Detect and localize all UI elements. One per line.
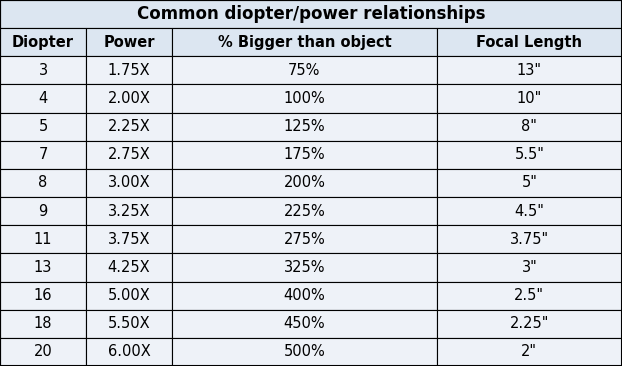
Bar xyxy=(0,197,86,225)
Bar xyxy=(0,169,86,197)
Text: 3.00X: 3.00X xyxy=(108,176,151,190)
Text: 400%: 400% xyxy=(284,288,325,303)
Text: Power: Power xyxy=(103,35,155,50)
Bar xyxy=(437,141,622,169)
Text: % Bigger than object: % Bigger than object xyxy=(218,35,391,50)
Text: 3.75": 3.75" xyxy=(510,232,549,247)
Text: 500%: 500% xyxy=(284,344,325,359)
Bar xyxy=(0,28,86,56)
Text: 3.75X: 3.75X xyxy=(108,232,151,247)
Bar xyxy=(86,85,172,113)
Bar xyxy=(0,141,86,169)
Text: 275%: 275% xyxy=(284,232,325,247)
Bar xyxy=(437,225,622,253)
Text: 11: 11 xyxy=(34,232,52,247)
Text: 10": 10" xyxy=(517,91,542,106)
Bar xyxy=(437,113,622,141)
Text: Diopter: Diopter xyxy=(12,35,74,50)
Text: 2.5": 2.5" xyxy=(514,288,544,303)
Text: 125%: 125% xyxy=(284,119,325,134)
Text: 5.00X: 5.00X xyxy=(108,288,151,303)
Bar xyxy=(0,113,86,141)
Text: 7: 7 xyxy=(39,147,48,163)
Bar xyxy=(172,85,437,113)
Text: 3: 3 xyxy=(39,63,47,78)
Text: 100%: 100% xyxy=(284,91,325,106)
Bar xyxy=(0,0,622,28)
Text: Focal Length: Focal Length xyxy=(476,35,582,50)
Bar xyxy=(86,141,172,169)
Bar xyxy=(172,141,437,169)
Bar xyxy=(172,225,437,253)
Bar xyxy=(437,56,622,85)
Bar xyxy=(0,56,86,85)
Text: 9: 9 xyxy=(39,203,48,219)
Text: 2.25": 2.25" xyxy=(509,316,549,331)
Bar xyxy=(86,56,172,85)
Bar xyxy=(86,28,172,56)
Text: 3": 3" xyxy=(521,260,537,275)
Text: 225%: 225% xyxy=(284,203,325,219)
Bar xyxy=(0,85,86,113)
Text: 2.75X: 2.75X xyxy=(108,147,151,163)
Text: 325%: 325% xyxy=(284,260,325,275)
Bar xyxy=(86,169,172,197)
Text: 200%: 200% xyxy=(284,176,325,190)
Text: 1.75X: 1.75X xyxy=(108,63,151,78)
Bar xyxy=(437,85,622,113)
Text: Common diopter/power relationships: Common diopter/power relationships xyxy=(137,5,485,23)
Bar xyxy=(172,28,437,56)
Bar xyxy=(172,253,437,281)
Bar xyxy=(86,310,172,338)
Bar xyxy=(86,197,172,225)
Bar xyxy=(0,225,86,253)
Bar xyxy=(0,310,86,338)
Text: 16: 16 xyxy=(34,288,52,303)
Bar xyxy=(437,169,622,197)
Bar xyxy=(0,253,86,281)
Bar xyxy=(86,338,172,366)
Bar xyxy=(0,338,86,366)
Text: 5.5": 5.5" xyxy=(514,147,544,163)
Bar xyxy=(86,225,172,253)
Text: 4.5": 4.5" xyxy=(514,203,544,219)
Bar xyxy=(437,197,622,225)
Text: 13: 13 xyxy=(34,260,52,275)
Text: 3.25X: 3.25X xyxy=(108,203,151,219)
Text: 18: 18 xyxy=(34,316,52,331)
Text: 8: 8 xyxy=(39,176,48,190)
Bar xyxy=(437,28,622,56)
Bar xyxy=(172,197,437,225)
Text: 8": 8" xyxy=(521,119,537,134)
Text: 4: 4 xyxy=(39,91,48,106)
Bar xyxy=(86,281,172,310)
Bar xyxy=(172,281,437,310)
Bar xyxy=(172,113,437,141)
Text: 75%: 75% xyxy=(288,63,320,78)
Bar xyxy=(86,253,172,281)
Text: 6.00X: 6.00X xyxy=(108,344,151,359)
Bar xyxy=(437,281,622,310)
Bar xyxy=(172,338,437,366)
Text: 450%: 450% xyxy=(284,316,325,331)
Text: 5.50X: 5.50X xyxy=(108,316,151,331)
Bar xyxy=(172,169,437,197)
Text: 5: 5 xyxy=(39,119,48,134)
Bar xyxy=(0,281,86,310)
Bar xyxy=(437,338,622,366)
Text: 2.00X: 2.00X xyxy=(108,91,151,106)
Bar xyxy=(86,113,172,141)
Bar xyxy=(172,56,437,85)
Text: 2": 2" xyxy=(521,344,537,359)
Text: 20: 20 xyxy=(34,344,52,359)
Text: 13": 13" xyxy=(517,63,542,78)
Text: 5": 5" xyxy=(521,176,537,190)
Bar xyxy=(437,253,622,281)
Bar xyxy=(437,310,622,338)
Text: 2.25X: 2.25X xyxy=(108,119,151,134)
Bar xyxy=(172,310,437,338)
Text: 4.25X: 4.25X xyxy=(108,260,151,275)
Text: 175%: 175% xyxy=(284,147,325,163)
